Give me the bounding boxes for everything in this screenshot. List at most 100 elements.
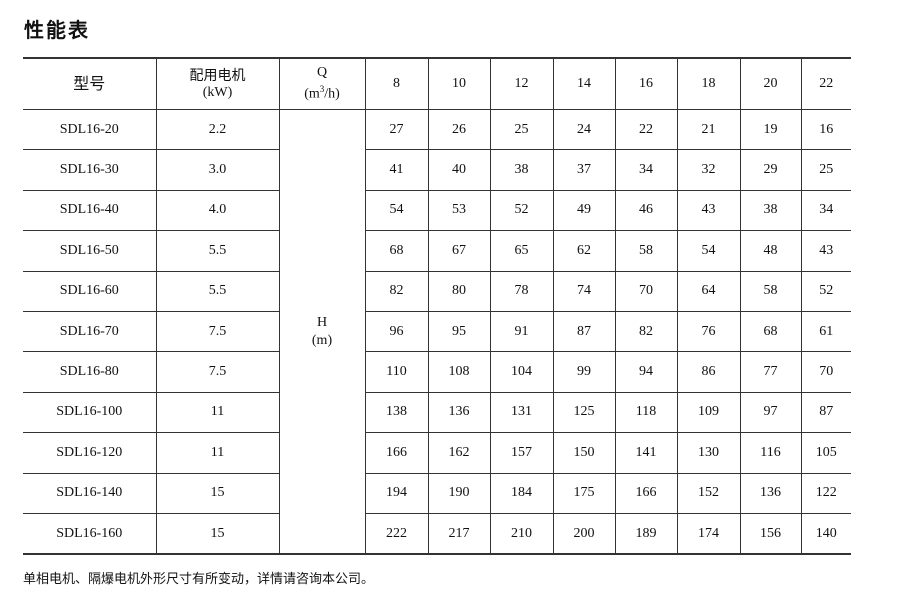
- head-value-cell: 52: [800, 270, 851, 312]
- head-value-cell: 87: [552, 310, 616, 353]
- head-value-cell: 210: [489, 512, 554, 556]
- model-cell: SDL16-100: [23, 391, 157, 434]
- head-value-cell: 38: [489, 149, 554, 191]
- head-value-cell: 166: [614, 472, 678, 514]
- head-value-cell: 58: [614, 230, 678, 272]
- motor-unit: (kW): [202, 84, 233, 100]
- head-value-cell: 96: [364, 310, 429, 353]
- header-flow-value: 14: [552, 57, 616, 110]
- head-value-cell: 49: [552, 189, 616, 232]
- head-value-cell: 76: [676, 310, 741, 353]
- head-label-cell: H (m): [278, 109, 366, 556]
- head-value-cell: 52: [489, 189, 554, 232]
- header-flow: Q (m3/h): [278, 57, 366, 110]
- header-flow-value: 12: [489, 57, 554, 110]
- head-value-cell: 37: [552, 149, 616, 191]
- head-value-cell: 38: [739, 189, 802, 232]
- head-value-cell: 97: [739, 391, 802, 434]
- head-value-cell: 78: [489, 270, 554, 312]
- head-value-cell: 104: [489, 351, 554, 393]
- motor-cell: 11: [155, 432, 280, 474]
- head-value-cell: 174: [676, 512, 741, 556]
- head-value-cell: 166: [364, 432, 429, 474]
- head-value-cell: 184: [489, 472, 554, 514]
- head-value-cell: 95: [427, 310, 491, 353]
- head-value-cell: 131: [489, 391, 554, 434]
- head-value-cell: 130: [676, 432, 741, 474]
- head-value-cell: 61: [800, 310, 851, 353]
- head-value-cell: 53: [427, 189, 491, 232]
- header-flow-value: 20: [739, 57, 802, 110]
- model-cell: SDL16-160: [23, 512, 157, 556]
- motor-label: 配用电机: [189, 67, 246, 84]
- page-title: 性能表: [24, 18, 90, 42]
- table-row: SDL16-70 7.5 96 95 91 87 82 76 68 61: [23, 310, 851, 353]
- head-value-cell: 32: [676, 149, 741, 191]
- head-value-cell: 43: [676, 189, 741, 232]
- header-flow-value: 22: [800, 57, 851, 110]
- model-cell: SDL16-80: [23, 351, 157, 393]
- q-unit-prefix: (m: [304, 86, 320, 102]
- head-value-cell: 157: [489, 432, 554, 474]
- head-value-cell: 138: [364, 391, 429, 434]
- head-value-cell: 29: [739, 149, 802, 191]
- head-value-cell: 22: [614, 108, 678, 151]
- motor-cell: 7.5: [155, 310, 280, 353]
- motor-cell: 11: [155, 391, 280, 434]
- table-row: SDL16-50 5.5 68 67 65 62 58 54 48 43: [23, 230, 851, 272]
- head-value-cell: 58: [739, 270, 802, 312]
- head-value-cell: 141: [614, 432, 678, 474]
- head-value-cell: 46: [614, 189, 678, 232]
- head-value-cell: 68: [364, 230, 429, 272]
- head-value-cell: 67: [427, 230, 491, 272]
- head-value-cell: 136: [739, 472, 802, 514]
- h-unit: (m): [311, 332, 333, 348]
- head-value-cell: 99: [552, 351, 616, 393]
- head-value-cell: 54: [676, 230, 741, 272]
- head-value-cell: 105: [800, 432, 851, 474]
- table-row: SDL16-30 3.0 41 40 38 37 34 32 29 25: [23, 149, 851, 191]
- table-row: SDL16-140 15 194 190 184 175 166 152 136 122: [23, 472, 851, 514]
- model-cell: SDL16-30: [23, 149, 157, 191]
- table-row: SDL16-80 7.5 110 108 104 99 94 86 77 70: [23, 351, 851, 393]
- head-value-cell: 110: [364, 351, 429, 393]
- head-value-cell: 189: [614, 512, 678, 556]
- head-value-cell: 48: [739, 230, 802, 272]
- header-flow-value: 16: [614, 57, 678, 110]
- h-label: H: [316, 314, 328, 330]
- head-value-cell: 68: [739, 310, 802, 353]
- performance-table: 型号 配用电机 (kW) Q (m3/h) 8 10 12 14 16 18 20 22 SDL1…: [23, 57, 851, 556]
- head-value-cell: 19: [739, 108, 802, 151]
- head-value-cell: 34: [800, 189, 851, 232]
- head-value-cell: 116: [739, 432, 802, 474]
- head-value-cell: 150: [552, 432, 616, 474]
- head-value-cell: 222: [364, 512, 429, 556]
- q-unit-suffix: /h): [324, 86, 340, 102]
- head-value-cell: 43: [800, 230, 851, 272]
- head-value-cell: 62: [552, 230, 616, 272]
- head-value-cell: 77: [739, 351, 802, 393]
- head-value-cell: 190: [427, 472, 491, 514]
- head-value-cell: 86: [676, 351, 741, 393]
- header-flow-value: 18: [676, 57, 741, 110]
- header-model: 型号: [23, 57, 157, 110]
- table-row: SDL16-120 11 166 162 157 150 141 130 116 105: [23, 432, 851, 474]
- header-row: 型号 配用电机 (kW) Q (m3/h) 8 10 12 14 16 18 20 22: [23, 57, 851, 110]
- motor-cell: 5.5: [155, 230, 280, 272]
- head-value-cell: 24: [552, 108, 616, 151]
- model-cell: SDL16-70: [23, 310, 157, 353]
- head-value-cell: 162: [427, 432, 491, 474]
- head-value-cell: 74: [552, 270, 616, 312]
- model-cell: SDL16-120: [23, 432, 157, 474]
- head-value-cell: 82: [364, 270, 429, 312]
- head-value-cell: 156: [739, 512, 802, 556]
- motor-cell: 7.5: [155, 351, 280, 393]
- header-flow-value: 8: [364, 57, 429, 110]
- head-value-cell: 125: [552, 391, 616, 434]
- head-value-cell: 80: [427, 270, 491, 312]
- table-row: SDL16-20 2.2 H (m) 27 26 25 24 22 21 19 16: [23, 108, 851, 556]
- model-cell: SDL16-140: [23, 472, 157, 514]
- head-value-cell: 217: [427, 512, 491, 556]
- motor-cell: 2.2: [155, 108, 280, 151]
- head-value-cell: 41: [364, 149, 429, 191]
